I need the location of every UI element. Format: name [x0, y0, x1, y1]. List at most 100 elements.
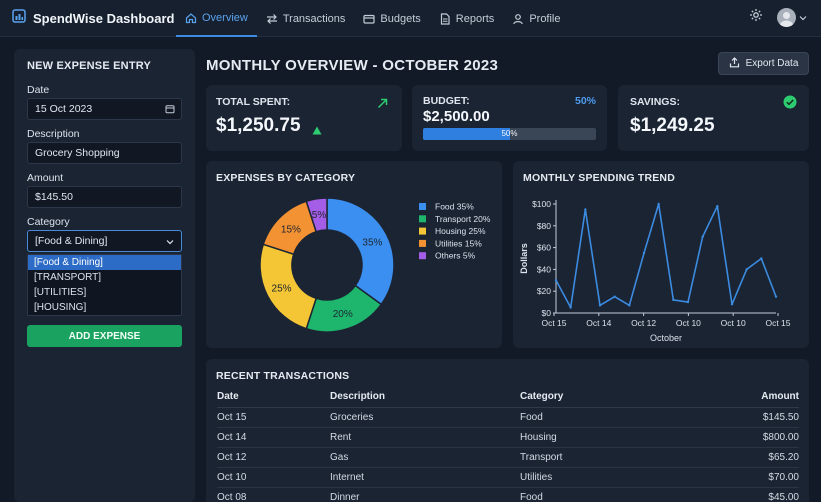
y-tick-label: $80 [537, 221, 551, 231]
gear-icon[interactable] [749, 8, 763, 27]
wallet-icon [363, 14, 376, 24]
app-title: SpendWise Dashboard [33, 11, 175, 26]
total-spent-label: TOTAL SPENT: [216, 96, 291, 108]
date-field[interactable]: 15 Oct 2023 [27, 98, 182, 120]
table-row[interactable]: Oct 10 Internet Utilities $70.00 [217, 467, 799, 488]
spending-trend-line [555, 203, 777, 309]
category-option[interactable]: [HOUSING] [34, 302, 87, 313]
slice-label: 35% [362, 237, 382, 248]
x-axis-label: October [650, 333, 682, 343]
check-circle-icon [783, 95, 797, 114]
amount-cell: $70.00 [670, 467, 799, 488]
x-tick-label: Oct 12 [631, 318, 656, 328]
category-option[interactable]: [Food & Dining] [28, 255, 181, 270]
category-select[interactable]: [Food & Dining] [27, 230, 182, 252]
column-header[interactable]: Category [520, 387, 670, 408]
slice-label: 20% [333, 309, 353, 320]
table-row[interactable]: Oct 15 Groceries Food $145.50 [217, 407, 799, 428]
export-icon [729, 56, 740, 71]
budget-progress-fill [423, 128, 510, 140]
x-tick-label: Oct 10 [721, 318, 746, 328]
description-label: Description [27, 128, 80, 140]
x-tick-label: Oct 15 [541, 318, 566, 328]
description-cell: Internet [330, 467, 520, 488]
data-point [628, 304, 631, 307]
top-navigation-bar: SpendWise Dashboard Overview Transaction… [0, 0, 821, 37]
y-tick-label: $100 [532, 199, 551, 209]
donut-slice-food[interactable] [326, 197, 395, 306]
data-point [569, 306, 572, 309]
chevron-down-icon [799, 9, 807, 27]
chevron-down-icon [166, 237, 174, 249]
nav-item-budgets[interactable]: Budgets [354, 0, 429, 37]
data-point [584, 208, 587, 211]
category-value: [Food & Dining] [35, 235, 108, 247]
category-cell: Food [520, 487, 670, 502]
savings-card: SAVINGS: $1,249.25 [618, 85, 809, 151]
brand[interactable]: SpendWise Dashboard [12, 9, 174, 28]
slice-label: 15% [281, 224, 301, 235]
x-tick-label: Oct 14 [586, 318, 611, 328]
donut-slice-others[interactable] [305, 197, 328, 233]
nav-item-transactions[interactable]: Transactions [257, 0, 355, 37]
amount-field[interactable]: $145.50 [27, 186, 182, 208]
legend-entry: Food 35% [435, 202, 474, 212]
table-row[interactable]: Oct 14 Rent Housing $800.00 [217, 427, 799, 448]
amount-cell: $145.50 [670, 407, 799, 428]
app-logo-icon [12, 9, 26, 28]
date-cell: Oct 08 [217, 487, 330, 502]
legend-swatch [419, 252, 426, 260]
legend-swatch [419, 227, 426, 235]
category-dropdown-list: [Food & Dining] [TRANSPORT] [UTILITIES] … [27, 254, 182, 316]
transactions-table: Date Description Category Amount Oct 15 G… [217, 387, 799, 502]
main-nav: Overview Transactions Budgets Reports Pr… [176, 0, 570, 37]
category-cell: Food [520, 407, 670, 428]
legend-swatch [419, 215, 426, 223]
budget-progress-label: 50% [501, 129, 518, 138]
description-field[interactable]: Grocery Shopping [27, 142, 182, 164]
y-tick-label: $20 [537, 286, 551, 296]
panel-title: NEW EXPENSE ENTRY [27, 60, 152, 72]
table-row[interactable]: Oct 12 Gas Transport $65.20 [217, 447, 799, 468]
legend-entry: Housing 25% [435, 226, 486, 236]
expense-entry-panel: NEW EXPENSE ENTRY Date 15 Oct 2023 Descr… [14, 49, 195, 502]
calendar-icon[interactable] [165, 104, 175, 117]
column-header[interactable]: Description [330, 387, 520, 408]
nav-item-overview[interactable]: Overview [176, 0, 257, 37]
date-cell: Oct 14 [217, 427, 330, 448]
nav-label: Profile [529, 12, 561, 25]
nav-label: Transactions [282, 12, 346, 25]
data-point [657, 202, 660, 206]
nav-item-profile[interactable]: Profile [503, 0, 569, 37]
nav-item-reports[interactable]: Reports [430, 0, 504, 37]
donut-chart: 35% 20% 25% 15% 5% Food 35% Transport 20% Housi… [259, 197, 491, 333]
x-tick-label: Oct 15 [765, 318, 790, 328]
column-header[interactable]: Amount [670, 387, 799, 408]
category-label: Category [27, 216, 70, 228]
y-tick-label: $40 [537, 264, 551, 274]
category-option[interactable]: [UTILITIES] [34, 287, 87, 298]
data-point [686, 300, 690, 304]
data-point [554, 279, 558, 282]
recent-transactions-card: RECENT TRANSACTIONS Date Description Cat… [206, 359, 809, 502]
column-header[interactable]: Date [217, 387, 330, 408]
date-cell: Oct 15 [217, 407, 330, 428]
transactions-title: RECENT TRANSACTIONS [216, 370, 350, 382]
date-value: 15 Oct 2023 [35, 103, 93, 115]
user-menu[interactable] [777, 8, 807, 27]
export-data-button[interactable]: Export Data [718, 52, 809, 75]
category-option[interactable]: [TRANSPORT] [34, 272, 102, 283]
home-icon [185, 12, 197, 23]
line-chart: $0 $20 $40 $60 $80 $100 Oct 15 Oct 14 Oct 12 Oct … [519, 199, 791, 343]
category-cell: Transport [520, 447, 670, 468]
triangle-up-icon [312, 122, 322, 140]
top-right-controls [749, 8, 807, 27]
y-tick-label: $0 [542, 308, 552, 318]
amount-cell: $45.00 [670, 487, 799, 502]
table-row[interactable]: Oct 08 Dinner Food $45.00 [217, 487, 799, 502]
budget-card: BUDGET: 50% $2,500.00 50% [412, 85, 607, 151]
transfer-arrows-icon [266, 13, 277, 24]
add-expense-button[interactable]: ADD EXPENSE [27, 325, 182, 347]
legend-entry: Others 5% [435, 251, 476, 261]
category-cell: Utilities [520, 467, 670, 488]
